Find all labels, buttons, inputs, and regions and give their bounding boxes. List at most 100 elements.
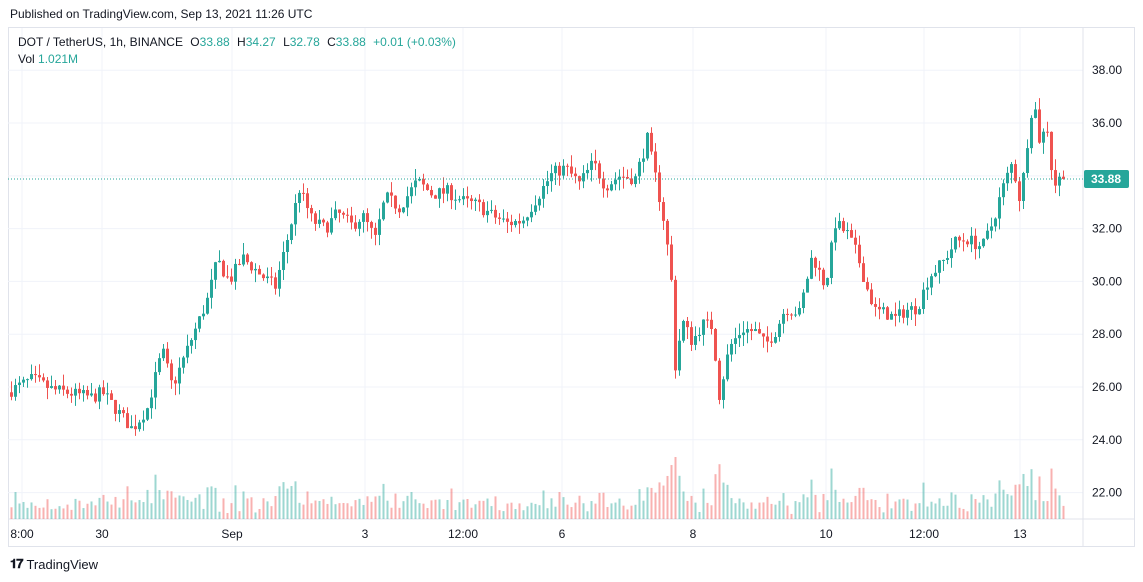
volume-bar (782, 493, 785, 519)
volume-bar (878, 507, 881, 519)
candle-body (490, 209, 493, 211)
candle-body (910, 306, 913, 310)
footer-brand[interactable]: 𝟏𝟕 TradingView (10, 556, 98, 572)
candle-body (682, 321, 685, 341)
candle-body (990, 226, 993, 231)
volume-bar (214, 487, 217, 519)
volume-bar (302, 504, 305, 519)
candle-body (846, 230, 849, 232)
candle-body (586, 169, 589, 174)
volume-bar (474, 504, 477, 519)
volume-bar (150, 503, 153, 519)
volume-bar (286, 488, 289, 519)
volume-bar (766, 496, 769, 519)
volume-bar (678, 475, 681, 519)
volume-bar (430, 500, 433, 519)
volume-bar (890, 508, 893, 519)
y-tick-label: 24.00 (1092, 433, 1122, 447)
candle-body (362, 213, 365, 222)
candle-body (1050, 131, 1053, 171)
candle-body (686, 321, 689, 328)
volume-bar (994, 493, 997, 519)
volume-bar (738, 498, 741, 519)
volume-bar (226, 513, 229, 519)
last-price-tag (1084, 169, 1129, 188)
candle-body (58, 385, 61, 390)
candle-body (318, 219, 321, 224)
candle-body (614, 179, 617, 185)
volume-bar (178, 495, 181, 519)
volume-bar (186, 499, 189, 519)
candle-body (90, 393, 93, 396)
candle-body (278, 269, 281, 289)
volume-bar (470, 507, 473, 519)
volume-bar (394, 493, 397, 519)
candle-body (282, 251, 285, 270)
volume-bar (638, 489, 641, 519)
candle-body (418, 178, 421, 181)
volume-bar (1046, 501, 1049, 519)
candle-body (314, 213, 317, 224)
volume-bar (610, 503, 613, 519)
candle-body (918, 309, 921, 315)
volume-bar (958, 507, 961, 519)
candle-body (578, 176, 581, 182)
volume-bar (370, 501, 373, 519)
volume-bar (390, 507, 393, 519)
volume-bar (1002, 489, 1005, 519)
volume-bar (250, 497, 253, 519)
x-tick-label: 6 (559, 527, 566, 541)
x-tick-label: 8:00 (10, 527, 34, 541)
volume-bar (870, 499, 873, 519)
volume-bar (1010, 495, 1013, 519)
candle-body (678, 340, 681, 371)
volume-bar (478, 500, 481, 519)
candle-body (438, 188, 441, 199)
candle-body (214, 262, 217, 280)
candle-body (830, 242, 833, 278)
volume-bar (38, 507, 41, 519)
volume-bar (434, 499, 437, 519)
volume-bar (930, 501, 933, 519)
candle-body (670, 244, 673, 280)
volume-bar (718, 464, 721, 519)
volume-bar (518, 503, 521, 519)
candle-body (762, 333, 765, 337)
legend-low-label: L (283, 35, 290, 49)
candle-body (534, 205, 537, 212)
candle-body (286, 240, 289, 252)
candle-body (174, 380, 177, 384)
volume-bar (946, 505, 949, 519)
candle-body (858, 244, 861, 264)
volume-bar (274, 496, 277, 519)
volume-bar (30, 502, 33, 519)
candle-body (414, 180, 417, 188)
candle-body (706, 319, 709, 321)
candle-body (454, 199, 457, 201)
volume-bar (858, 487, 861, 519)
candle-body (246, 254, 249, 263)
volume-bar (650, 487, 653, 519)
candle-body (350, 215, 353, 223)
volume-bar (70, 509, 73, 519)
volume-bar (118, 507, 121, 519)
candle-body (474, 199, 477, 202)
candle-body (558, 165, 561, 176)
candle-body (126, 413, 129, 429)
candle-body (110, 393, 113, 400)
candle-body (158, 358, 161, 373)
candle-body (506, 218, 509, 222)
candle-body (742, 332, 745, 336)
candle-body (902, 309, 905, 318)
volume-bar (562, 497, 565, 519)
candle-body (410, 187, 413, 197)
candle-body (598, 163, 601, 179)
volume-bar (622, 505, 625, 519)
candle-body (590, 160, 593, 170)
volume-bar (778, 500, 781, 519)
candle-body (798, 308, 801, 315)
candle-body (14, 385, 17, 397)
candle-body (758, 329, 761, 334)
candle-body (946, 258, 949, 260)
